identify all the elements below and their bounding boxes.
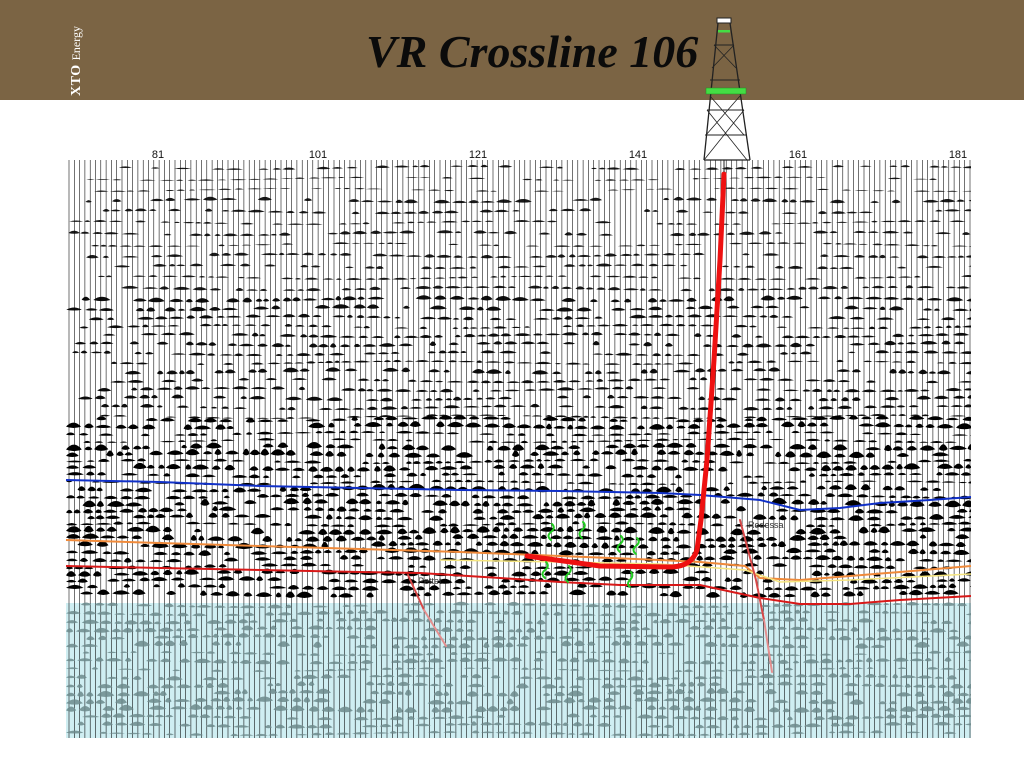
red-horizon-line <box>65 565 972 605</box>
trace-label-141: 141 <box>629 149 647 161</box>
fault-line-left-lower <box>423 609 447 647</box>
upper-horizon-line <box>65 479 972 512</box>
title-banner <box>0 0 1024 100</box>
fracture-mark <box>578 521 586 539</box>
fracture-mark <box>632 537 640 555</box>
orange-horizon-line <box>65 539 972 582</box>
fracture-mark <box>547 523 555 541</box>
trace-labels: 81 101 121 141 161 181 <box>152 149 967 161</box>
fracture-mark <box>541 561 549 579</box>
trace-label-101: 101 <box>309 149 327 161</box>
horizon-label-rodessa: Rodessa <box>748 520 784 530</box>
drilling-rig-icon <box>703 17 751 172</box>
seismic-wiggle-traces <box>66 160 971 738</box>
trace-label-121: 121 <box>469 149 487 161</box>
horizon-label-pettet: Pettet <box>418 576 442 586</box>
horizon-labels: Rodessa Pettet <box>418 520 784 586</box>
trace-label-181: 181 <box>949 149 967 161</box>
trace-label-161: 161 <box>789 149 807 161</box>
fault-line-right-lower <box>763 619 773 673</box>
wellbore-path <box>524 171 727 570</box>
fracture-mark <box>616 535 624 553</box>
fault-line-right <box>739 519 765 621</box>
fault-line-left <box>407 574 425 611</box>
faults <box>407 519 773 673</box>
fracture-marks <box>541 521 640 588</box>
fracture-mark <box>564 565 572 583</box>
fracture-mark <box>627 571 634 588</box>
seismic-panel <box>66 160 971 738</box>
slide-title: VR Crossline 106 <box>366 26 699 77</box>
trace-label-81: 81 <box>152 149 164 161</box>
